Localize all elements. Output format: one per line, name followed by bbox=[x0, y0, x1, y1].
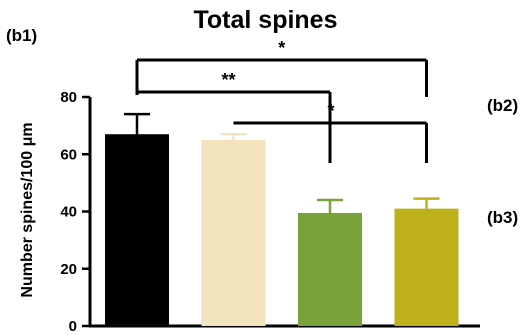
y-tick-label-40: 40 bbox=[60, 204, 77, 221]
bar-1 bbox=[105, 134, 169, 326]
y-tick-label-0: 0 bbox=[69, 318, 77, 335]
bar-3 bbox=[298, 212, 362, 326]
panel-label-b3: (b3) bbox=[487, 208, 519, 227]
y-tick-label-60: 60 bbox=[60, 146, 77, 163]
panel-label-b1: (b1) bbox=[6, 26, 38, 45]
chart-title: Total spines bbox=[193, 6, 338, 34]
y-tick-label-80: 80 bbox=[60, 89, 77, 106]
significance-label-1: * bbox=[278, 38, 285, 58]
panel-label-b2: (b2) bbox=[487, 96, 519, 115]
bar-2 bbox=[201, 139, 266, 326]
significance-label-2: ** bbox=[221, 70, 235, 90]
bar-4 bbox=[394, 208, 459, 326]
significance-label-3: * bbox=[327, 101, 334, 121]
y-tick-label-20: 20 bbox=[60, 261, 77, 278]
